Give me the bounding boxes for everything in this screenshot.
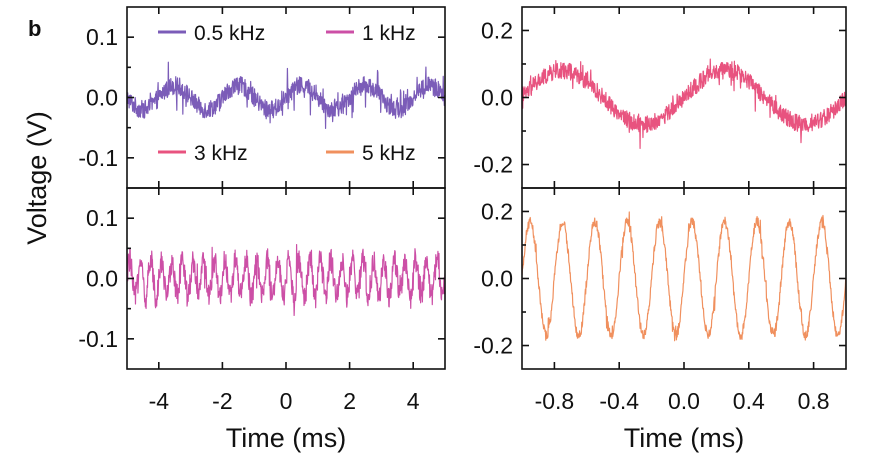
x-tick-label: 4	[407, 388, 420, 414]
y-tick-label: 0.1	[86, 205, 118, 231]
x-tick-label: -2	[212, 388, 232, 414]
x-tick-label: -0.8	[535, 388, 575, 414]
y-tick-label: -0.1	[78, 145, 118, 171]
x-axis-title-left: Time (ms)	[226, 423, 346, 453]
legend: 0.5 kHz 1 kHz 3 kHz 5 kHz	[158, 22, 416, 165]
y-tick-label: 0.0	[86, 266, 118, 292]
y-tick-label: 0.2	[481, 17, 513, 43]
y-tick-label: -0.1	[78, 326, 118, 352]
x-tick-label: 2	[343, 388, 356, 414]
x-tick-label: -0.4	[599, 388, 639, 414]
panel-letter: b	[28, 16, 41, 41]
legend-label: 3 kHz	[194, 142, 248, 165]
y-tick-label: 0.0	[86, 85, 118, 111]
chart-panel-top-right: 0.2 0.0 -0.2	[473, 6, 847, 189]
x-tick-label: 0.4	[733, 388, 765, 414]
trace-top-right	[522, 58, 846, 149]
x-tick-label: -4	[149, 388, 170, 414]
y-tick-label: 0.1	[86, 24, 118, 50]
chart-panel-bottom-left: 0.1 0.0 -0.1 -4 -2 0 2 4	[78, 187, 446, 414]
legend-label: 5 kHz	[362, 142, 416, 165]
y-tick-label: -0.2	[473, 152, 513, 178]
chart-panel-bottom-right: 0.2 0.0 -0.2 -0.8 -0.4 0.0 0.4 0.8	[473, 187, 847, 414]
legend-label: 1 kHz	[362, 22, 416, 45]
legend-label: 0.5 kHz	[194, 22, 265, 45]
trace-bottom-right	[522, 211, 846, 342]
trace-bottom-left	[127, 243, 445, 317]
y-tick-label: 0.0	[481, 266, 513, 292]
x-axis-title-right: Time (ms)	[624, 423, 744, 453]
y-axis-title: Voltage (V)	[22, 111, 52, 245]
x-tick-label: 0.0	[668, 388, 700, 414]
x-tick-label: 0.8	[798, 388, 830, 414]
y-tick-label: 0.0	[481, 85, 513, 111]
y-tick-label: -0.2	[473, 333, 513, 359]
trace-top-left	[127, 61, 445, 129]
x-tick-label: 0	[280, 388, 293, 414]
y-tick-label: 0.2	[481, 198, 513, 224]
